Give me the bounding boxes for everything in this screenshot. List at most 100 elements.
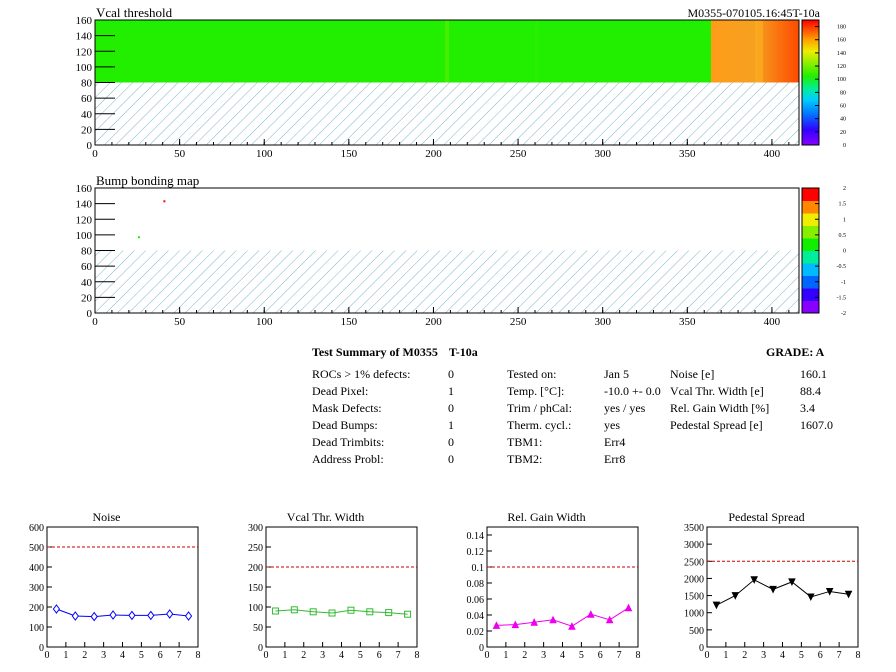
- bump-bonding-x-tick-label: 400: [764, 316, 781, 328]
- vcal-thr-width-x-tick-label: 7: [396, 650, 401, 661]
- vcal-threshold-column-stripe: [445, 20, 449, 83]
- metrics-label: Rel. Gain Width [%]: [670, 401, 770, 415]
- vcal-threshold-scale-tick-label: 60: [840, 104, 846, 110]
- vcal-threshold-x-tick-label: 300: [594, 148, 611, 160]
- rel-gain-width-point: [530, 618, 538, 626]
- rel-gain-width-y-tick-label: 0.1: [472, 563, 485, 574]
- bump-bonding-color-scale-band: [802, 225, 819, 239]
- vcal-thr-width-point: [347, 606, 355, 614]
- conditions-value: -10.0 +- 0.0: [604, 384, 661, 398]
- pedestal-spread-title: Pedestal Spread: [728, 510, 804, 524]
- bump-bonding-dead-bump-1: [138, 236, 140, 239]
- bump-bonding-y-tick-label: 0: [87, 308, 93, 320]
- defects-label: Dead Bumps:: [312, 418, 378, 432]
- noise-point: [90, 611, 98, 622]
- vcal-threshold-y-tick-label: 60: [81, 93, 93, 105]
- pedestal-spread-frame: [706, 526, 859, 648]
- vcal-threshold-scale-tick-label: 180: [837, 25, 846, 31]
- vcal-thr-width-x-tick-label: 6: [377, 650, 382, 661]
- bump-bonding-y-tick-label: 20: [81, 292, 93, 304]
- defects-value: 0: [448, 401, 454, 415]
- bump-bonding-x-tick-label: 300: [594, 316, 611, 328]
- vcal-threshold-column-stripe: [755, 20, 763, 83]
- bump-bonding-y-tick-label: 80: [81, 246, 93, 258]
- defects-value: 0: [448, 435, 454, 449]
- conditions-label: TBM2:: [507, 452, 543, 466]
- noise-x-tick-label: 5: [139, 650, 144, 661]
- vcal-thr-width-x-tick-label: 4: [339, 650, 344, 661]
- vcal-thr-width-x-tick-label: 8: [415, 650, 420, 661]
- noise-y-tick-label: 200: [29, 603, 44, 614]
- vcal-thr-width-point: [271, 607, 279, 615]
- conditions-label: Therm. cycl.:: [507, 418, 572, 432]
- vcal-threshold-y-tick-label: 80: [81, 78, 93, 90]
- bump-bonding-scale-tick-label: -0.5: [837, 264, 847, 270]
- defects-label: Address Probl:: [312, 452, 384, 466]
- pedestal-spread-y-tick-label: 500: [689, 626, 704, 637]
- bump-bonding-x-tick-label: 250: [510, 316, 527, 328]
- pedestal-spread-y-tick-label: 2500: [684, 557, 704, 568]
- metrics-row: Pedestal Spread [e] 1607.0: [670, 417, 836, 434]
- vcal-thr-width-x-tick-label: 3: [320, 650, 325, 661]
- vcal-threshold-scale-tick-label: 100: [837, 77, 846, 83]
- vcal-thr-width-point: [404, 610, 412, 618]
- conditions-value: yes / yes: [604, 401, 646, 415]
- metrics-row: Noise [e] 160.1: [670, 366, 836, 383]
- rel-gain-width-x-tick-label: 0: [485, 650, 490, 661]
- pedestal-spread-point: [750, 576, 758, 584]
- defects-label: Dead Trimbits:: [312, 435, 385, 449]
- conditions-row: Trim / phCal: yes / yes: [507, 400, 665, 417]
- bump-bonding-hatched-region: [95, 250, 799, 313]
- defects-value: 0: [448, 452, 454, 466]
- vcal-thr-width-x-tick-label: 5: [358, 650, 363, 661]
- bump-bonding-scale-tick-label: 1.5: [839, 202, 847, 208]
- rel-gain-width-frame: [486, 526, 639, 648]
- conditions-list: Tested on: Jan 5 Temp. [°C]: -10.0 +- 0.0 Tr…: [507, 366, 665, 468]
- vcal-threshold-y-tick-label: 140: [76, 31, 93, 43]
- pedestal-spread-point: [731, 592, 740, 600]
- pedestal-spread-point: [788, 578, 796, 586]
- metrics-label: Pedestal Spread [e]: [670, 418, 763, 432]
- pedestal-spread-x-tick-label: 8: [856, 650, 861, 661]
- noise-point: [184, 611, 193, 621]
- bump-bonding-color-scale-band: [802, 188, 819, 201]
- conditions-value: yes: [604, 418, 620, 432]
- pedestal-spread-point: [769, 585, 777, 594]
- rel-gain-width-y-tick-label: 0.06: [467, 595, 485, 606]
- pedestal-spread-y-tick-label: 3000: [684, 540, 704, 551]
- bump-bonding-color-scale-band: [802, 250, 819, 264]
- vcal-threshold-color-scale: [802, 20, 819, 145]
- bump-bonding-color-scale-band: [802, 263, 819, 276]
- pedestal-spread-x-tick-label: 2: [742, 650, 747, 661]
- rel-gain-width-point: [568, 622, 576, 630]
- pedestal-spread-x-tick-label: 0: [705, 650, 710, 661]
- conditions-label: Tested on:: [507, 367, 557, 381]
- vcal-threshold-column-stripe: [535, 20, 538, 83]
- summary-title-block: Test Summary of M0355 T-10a: [312, 344, 478, 361]
- bump-bonding-y-tick-label: 140: [76, 199, 93, 211]
- noise-x-tick-label: 2: [82, 650, 87, 661]
- rel-gain-width-x-tick-label: 7: [617, 650, 622, 661]
- vcal-thr-width-point: [366, 608, 374, 616]
- defects-value: 0: [448, 367, 454, 381]
- metrics-value: 160.1: [800, 367, 827, 381]
- bump-bonding-scale-tick-label: 2: [843, 186, 846, 192]
- metrics-row: Vcal Thr. Width [e] 88.4: [670, 383, 836, 400]
- bump-bonding-x-tick-label: 200: [425, 316, 442, 328]
- rel-gain-width-y-tick-label: 0.04: [467, 611, 485, 622]
- vcal-threshold-color-scale-frame: [801, 19, 820, 146]
- rel-gain-width-y-tick-label: 0.12: [467, 547, 485, 558]
- vcal-thr-width-y-tick-label: 300: [248, 523, 263, 534]
- vcal-threshold-x-tick-label: 350: [679, 148, 696, 160]
- noise-x-tick-label: 1: [63, 650, 68, 661]
- vcal-threshold-x-tick-label: 50: [174, 148, 186, 160]
- bump-bonding-x-tick-label: 350: [679, 316, 696, 328]
- bump-bonding-x-tick-label: 100: [256, 316, 273, 328]
- conditions-row: Temp. [°C]: -10.0 +- 0.0: [507, 383, 665, 400]
- vcal-threshold-title: Vcal threshold: [96, 5, 173, 20]
- rel-gain-width-y-tick-label: 0.08: [467, 579, 485, 590]
- pedestal-spread-y-tick-label: 3500: [684, 523, 704, 534]
- pedestal-spread-x-tick-label: 1: [723, 650, 728, 661]
- vcal-thr-width-y-tick-label: 200: [248, 563, 263, 574]
